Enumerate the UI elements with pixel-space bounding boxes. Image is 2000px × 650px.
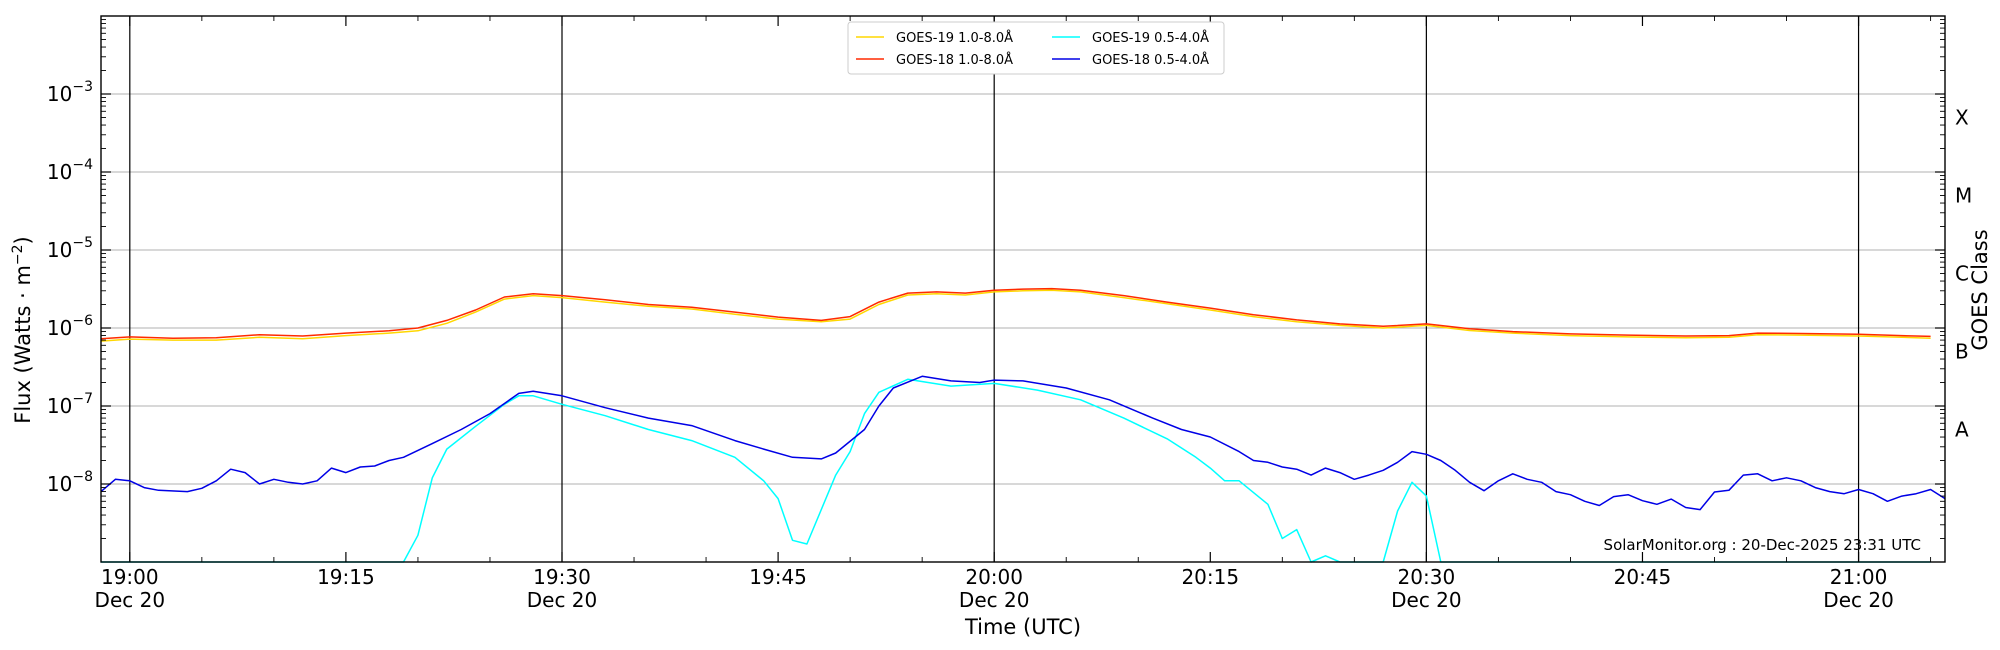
series-line-3 — [101, 378, 1931, 563]
series-line-1 — [100, 289, 1931, 342]
y-tick-label: 10−4 — [47, 157, 93, 184]
x-tick-label: 20:30 — [1398, 565, 1456, 589]
y-axis-label-exponent: −2 — [10, 244, 26, 265]
x-tick-label: 20:15 — [1181, 565, 1239, 589]
legend-box — [847, 21, 1225, 75]
legend: GOES-19 1.0-8.0Å GOES-19 0.5-4.0Å GOES-18 … — [847, 21, 1225, 75]
x-tick-date-label: Dec 20 — [95, 588, 166, 612]
y-axis-label: Flux (Watts · m−2) — [10, 236, 35, 424]
plot-frame — [100, 15, 1946, 563]
y-tick-base: 10 — [47, 472, 72, 496]
y-tick-label: 10−3 — [47, 79, 93, 106]
goes-class-label: B — [1955, 339, 1969, 363]
legend-entry-label: GOES-18 0.5-4.0Å — [1092, 52, 1209, 68]
grid-lines — [101, 93, 1945, 485]
y-tick-exponent: −8 — [72, 469, 93, 485]
day-vertical-lines — [129, 16, 1860, 562]
series-line-4 — [100, 375, 1946, 511]
x-tick-label: 19:15 — [317, 565, 375, 589]
x-tick-date-label: Dec 20 — [959, 588, 1030, 612]
x-tick-label: 21:00 — [1830, 565, 1888, 589]
x-tick-date-label: Dec 20 — [1823, 588, 1894, 612]
y-tick-exponent: −4 — [72, 157, 93, 173]
data-series — [100, 287, 1946, 563]
y-tick-label: 10−5 — [47, 235, 93, 262]
legend-entry-label: GOES-19 0.5-4.0Å — [1092, 30, 1209, 46]
goes-class-axis-label: GOES Class — [1968, 229, 1992, 350]
legend-entry-label: GOES-18 1.0-8.0Å — [896, 52, 1013, 68]
y-axis-label-end: ) — [11, 236, 35, 244]
x-axis-label: Time (UTC) — [964, 615, 1081, 639]
y-tick-label: 10−6 — [47, 313, 93, 340]
y-tick-base: 10 — [47, 238, 72, 262]
x-tick-label: 20:45 — [1614, 565, 1672, 589]
goes-class-label: C — [1955, 261, 1969, 285]
y-tick-exponent: −7 — [72, 391, 93, 407]
y-tick-exponent: −5 — [72, 235, 93, 251]
x-tick-date-label: Dec 20 — [1391, 588, 1462, 612]
y-tick-exponent: −3 — [72, 79, 93, 95]
x-tick-date-label: Dec 20 — [527, 588, 598, 612]
y-tick-base: 10 — [47, 82, 72, 106]
y-axis-label-main: Flux (Watts · m — [11, 265, 35, 424]
series-line-2 — [100, 287, 1931, 340]
y-tick-label: 10−8 — [47, 469, 93, 496]
x-tick-label: 19:45 — [749, 565, 807, 589]
credit-text: SolarMonitor.org : 20-Dec-2025 23:31 UTC — [1604, 536, 1921, 554]
y-tick-base: 10 — [47, 160, 72, 184]
x-tick-label: 20:00 — [965, 565, 1023, 589]
goes-class-label: A — [1955, 417, 1969, 441]
y-tick-label: 10−7 — [47, 391, 93, 418]
x-tick-label: 19:30 — [533, 565, 591, 589]
y-tick-base: 10 — [47, 394, 72, 418]
x-tick-label: 19:00 — [101, 565, 159, 589]
y-tick-base: 10 — [47, 316, 72, 340]
y-tick-exponent: −6 — [72, 313, 93, 329]
goes-class-label: M — [1955, 183, 1972, 207]
legend-entry-label: GOES-19 1.0-8.0Å — [896, 30, 1013, 46]
goes-class-label: X — [1955, 105, 1969, 129]
